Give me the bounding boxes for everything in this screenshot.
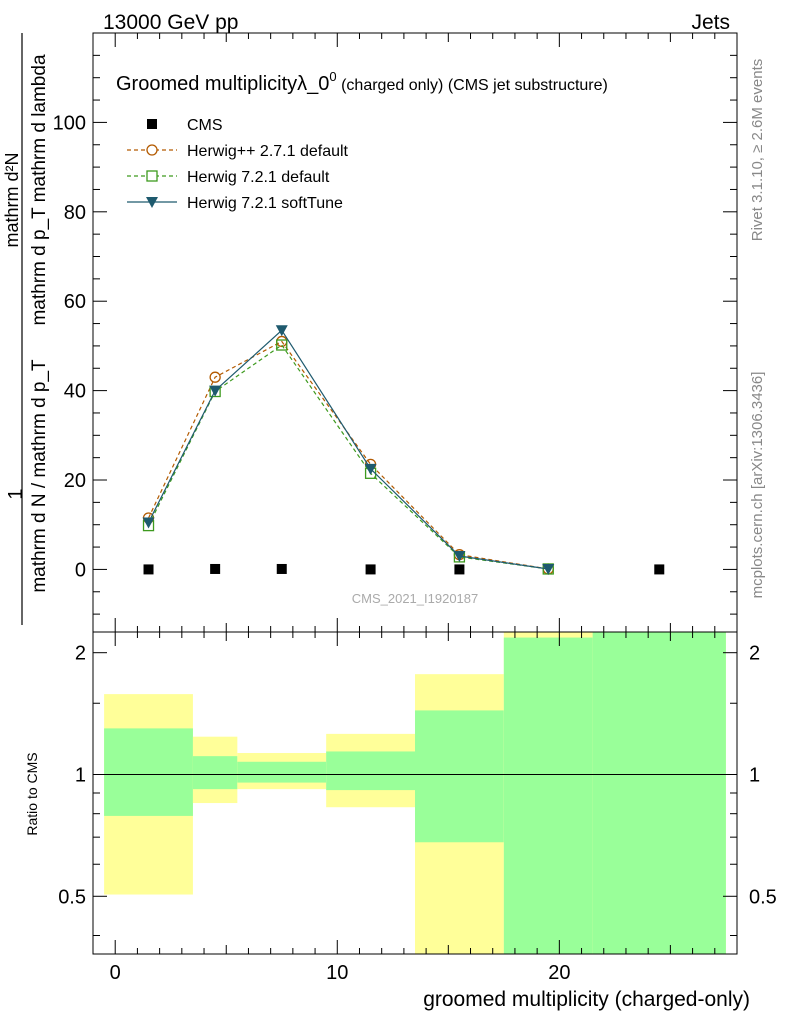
energy-label: 13000 GeV pp	[103, 11, 238, 34]
legend-herwigpp-label: Herwig++ 2.7.1 default	[187, 143, 349, 160]
herwig721-point	[276, 339, 288, 351]
ratio-band-green-3	[326, 751, 415, 791]
series-line-1	[147, 340, 549, 570]
softtune-point	[542, 563, 555, 575]
ratio-ytick-label-left: 0.5	[58, 886, 86, 908]
cms-data-point	[654, 564, 665, 575]
ratio-band-green-0	[104, 728, 193, 816]
ratio-bands	[93, 632, 737, 954]
ylabel-numerator: 1	[5, 488, 27, 499]
ratio-xtick-label: 20	[548, 962, 570, 984]
legend-herwig721-label: Herwig 7.2.1 default	[187, 169, 330, 186]
ratio-axis-ticks: 0.5 0.51 12 20 10 20	[58, 632, 777, 984]
legend: CMS Herwig++ 2.7.1 default Herwig 7.2.1 …	[127, 117, 349, 212]
x-axis-label: groomed multiplicity (charged-only)	[423, 988, 750, 1011]
ratio-band-green-6	[592, 632, 726, 954]
ratio-band-green-4	[415, 710, 504, 843]
main-axis-ticks: 0 20 40 60 80 100	[53, 33, 737, 632]
legend-softtune-marker	[146, 197, 158, 208]
ratio-xtick-label: 10	[326, 962, 348, 984]
analysis-watermark: CMS_2021_I1920187	[352, 591, 479, 606]
cms-data-point	[365, 564, 376, 575]
softtune-point	[209, 385, 222, 397]
series-line-2	[147, 344, 549, 570]
ratio-y-axis-label: Ratio to CMS	[24, 752, 40, 835]
main-series	[142, 325, 665, 575]
legend-herwig721-marker	[146, 170, 158, 182]
ratio-xtick-label: 0	[110, 962, 121, 984]
main-title: Groomed multiplicityλ_00 (charged only) …	[116, 69, 608, 95]
process-label: Jets	[691, 11, 730, 34]
ylabel-denominator: mathrm d N / mathrm d p_T	[29, 359, 50, 593]
cms-data-point	[210, 563, 221, 574]
main-ytick-label: 80	[64, 202, 86, 224]
ratio-band-green-5	[503, 637, 593, 954]
legend-cms-label: CMS	[187, 117, 223, 134]
ylabel-mid: mathrm d p_T mathrm d lambda	[29, 54, 50, 325]
softtune-point	[364, 463, 377, 475]
cms-data-point	[454, 564, 465, 575]
ratio-band-green-1	[192, 756, 238, 790]
ratio-ytick-label-right: 2	[749, 643, 760, 665]
softtune-point	[142, 517, 155, 529]
series-line-3	[147, 329, 549, 570]
ratio-ytick-label-right: 1	[749, 764, 760, 786]
softtune-point	[453, 551, 466, 563]
ratio-band-green-2	[237, 761, 327, 783]
softtune-point	[275, 325, 288, 337]
mcplots-label: mcplots.cern.ch [arXiv:1306.3436]	[749, 372, 766, 599]
main-y-axis-label: 1 mathrm d N / mathrm d p_T mathrm d²N m…	[2, 33, 50, 625]
ylabel-top: mathrm d²N	[2, 152, 22, 247]
cms-data-point	[276, 563, 287, 574]
main-ytick-label: 0	[75, 559, 86, 581]
ratio-ytick-label-right: 0.5	[749, 886, 777, 908]
herwigpp-point	[209, 371, 221, 383]
main-title-sup: 0	[329, 69, 336, 84]
legend-softtune-label: Herwig 7.2.1 softTune	[187, 195, 343, 212]
main-title-text: Groomed multiplicityλ_0	[116, 73, 329, 95]
ratio-ytick-label-left: 2	[75, 643, 86, 665]
main-ytick-label: 100	[53, 112, 86, 134]
main-ytick-label: 60	[64, 291, 86, 313]
ratio-ytick-label-left: 1	[75, 764, 86, 786]
cms-data-point	[143, 564, 154, 575]
legend-herwigpp-marker	[146, 144, 158, 156]
main-title-suffix: (charged only) (CMS jet substructure)	[337, 77, 608, 94]
legend-cms-marker	[147, 119, 157, 129]
main-ytick-label: 20	[64, 470, 86, 492]
rivet-label: Rivet 3.1.10, ≥ 2.6M events	[749, 59, 766, 242]
main-ytick-label: 40	[64, 381, 86, 403]
